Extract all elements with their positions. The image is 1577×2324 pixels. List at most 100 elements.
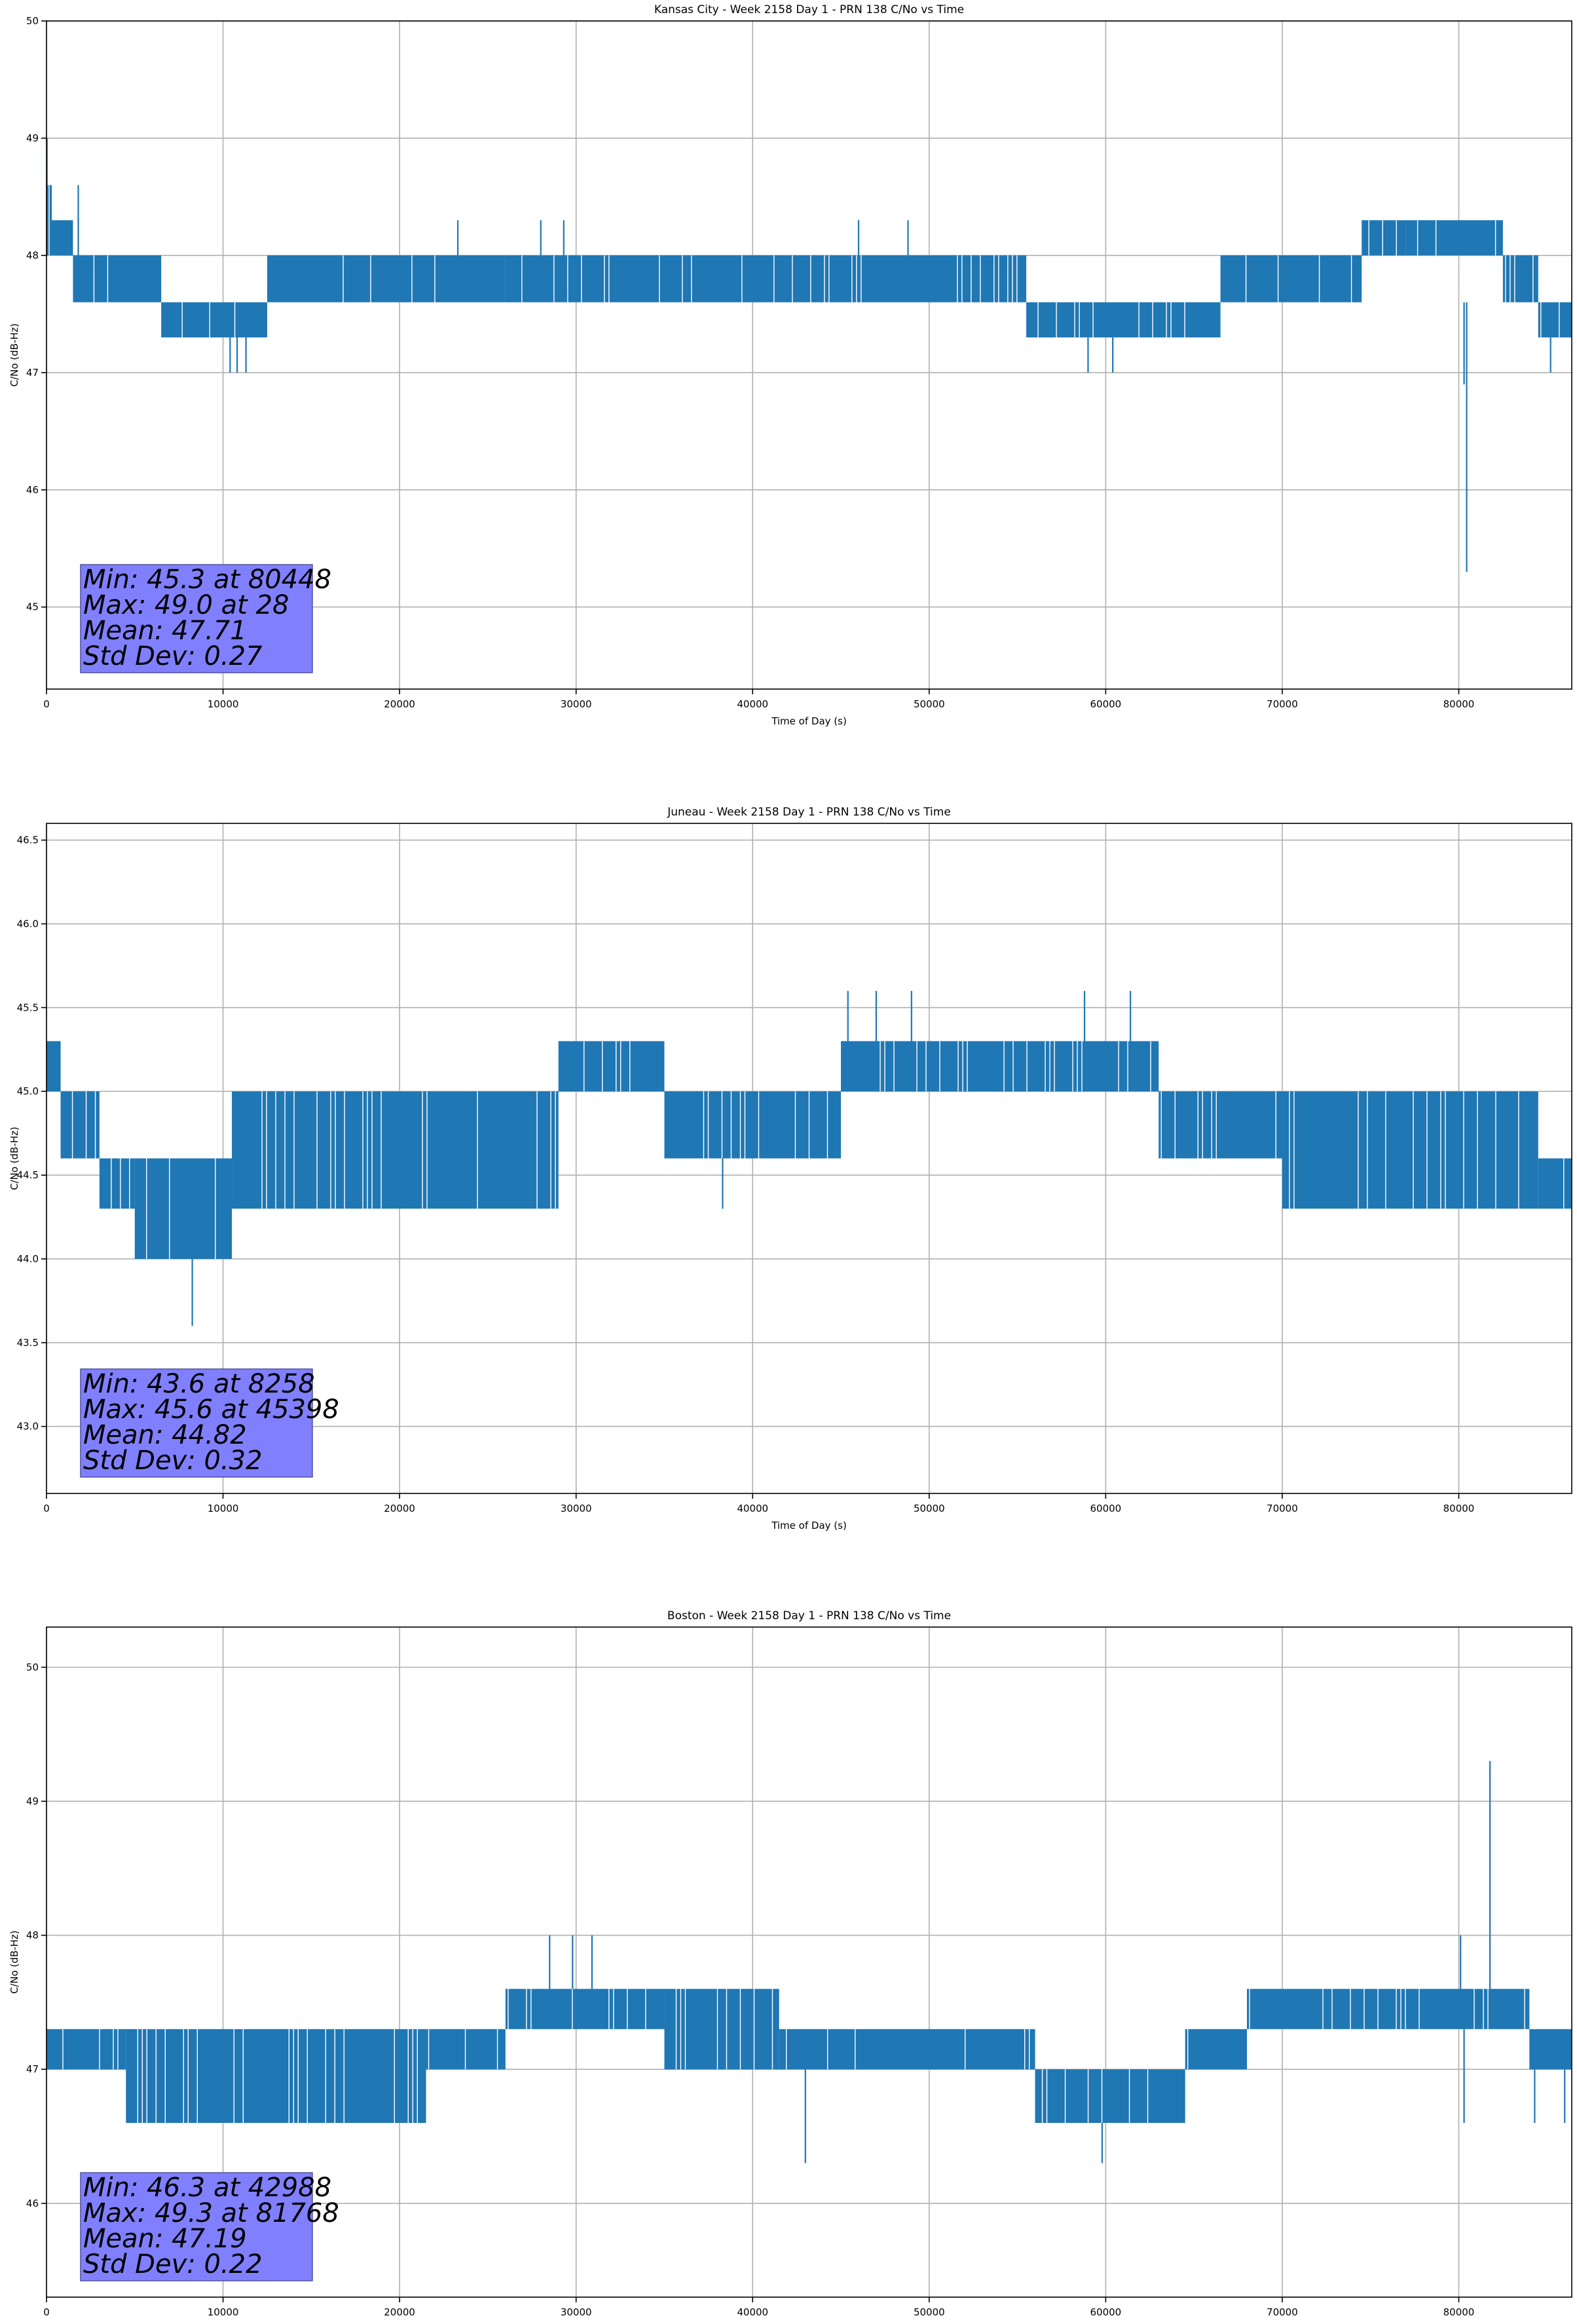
series-1 — [46, 138, 1572, 572]
x-tick-label: 60000 — [1090, 698, 1122, 710]
y-tick-label: 47 — [26, 2063, 39, 2075]
y-axis-label: C/No (dB-Hz) — [9, 324, 20, 387]
y-tick-label: 50 — [26, 1661, 39, 1673]
stats-line: Max: 45.6 at 45398 — [83, 1395, 339, 1425]
x-tick-label: 40000 — [737, 698, 768, 710]
chart-title: Boston - Week 2158 Day 1 - PRN 138 C/No … — [667, 1609, 951, 1622]
x-tick-label: 20000 — [384, 1503, 415, 1514]
y-tick-label: 43.5 — [17, 1337, 39, 1349]
y-tick-label: 46 — [26, 484, 39, 496]
y-tick-label: 45.5 — [17, 1002, 39, 1013]
x-tick-label: 60000 — [1090, 1503, 1122, 1514]
y-tick-label: 45 — [26, 601, 39, 613]
x-tick-label: 20000 — [384, 2306, 415, 2318]
stats-line: Max: 49.3 at 81768 — [83, 2198, 339, 2228]
x-tick-label: 70000 — [1267, 1503, 1298, 1514]
y-tick-label: 48 — [26, 250, 39, 261]
axes-frame — [46, 823, 1572, 1494]
cno-band — [1282, 1091, 1538, 1209]
cno-band — [223, 302, 267, 338]
cno-band — [1026, 302, 1221, 338]
cno-band — [52, 220, 73, 255]
cno-band — [161, 302, 223, 338]
chart-title: Juneau - Week 2158 Day 1 - PRN 138 C/No … — [667, 806, 951, 819]
x-tick-label: 0 — [43, 698, 50, 710]
y-tick-label: 47 — [26, 367, 39, 379]
x-tick-label: 30000 — [561, 2306, 592, 2318]
x-tick-label: 80000 — [1443, 1503, 1475, 1514]
y-tick-label: 43.0 — [17, 1421, 39, 1433]
x-tick-label: 50000 — [914, 1503, 945, 1514]
stats-line: Min: 46.3 at 42988 — [83, 2173, 331, 2203]
cno-band — [73, 255, 162, 303]
x-tick-label: 50000 — [914, 698, 945, 710]
stats-line: Mean: 44.82 — [83, 1420, 247, 1450]
cno-band — [664, 1091, 842, 1159]
y-tick-label: 44.5 — [17, 1169, 39, 1181]
cno-band — [1362, 220, 1406, 255]
series-1 — [46, 1761, 1572, 2164]
cno-band — [126, 2029, 426, 2124]
chart-panel-1: 0 10000 20000 30000 40000 50000 60000 70000 8000… — [9, 3, 1572, 727]
x-tick-label: 40000 — [737, 2306, 768, 2318]
cno-band — [60, 1091, 100, 1159]
x-tick-label: 70000 — [1267, 2306, 1298, 2318]
chart-panel-2: 0 10000 20000 30000 40000 50000 60000 70000 8000… — [9, 806, 1572, 1531]
y-axis-label: C/No (dB-Hz) — [9, 1930, 20, 1994]
y-tick-label: 46.0 — [17, 918, 39, 929]
cno-band — [1538, 302, 1572, 338]
cno-band — [1529, 2029, 1572, 2070]
x-tick-label: 0 — [43, 2306, 50, 2318]
cno-band — [1185, 2029, 1248, 2070]
y-tick-label: 46 — [26, 2198, 39, 2209]
stats-box — [80, 1368, 313, 1478]
series-1 — [46, 990, 1572, 1326]
cno-band — [1538, 1158, 1572, 1209]
stats-line: Std Dev: 0.27 — [83, 641, 263, 671]
chart-title: Kansas City - Week 2158 Day 1 - PRN 138 … — [654, 3, 964, 16]
cno-band — [1035, 2069, 1185, 2124]
stats-box — [80, 564, 313, 673]
x-tick-label: 10000 — [208, 698, 239, 710]
y-tick-label: 49 — [26, 132, 39, 144]
stats-line: Std Dev: 0.22 — [83, 2249, 263, 2279]
x-tick-label: 50000 — [914, 2306, 945, 2318]
x-tick-label: 40000 — [737, 1503, 768, 1514]
stats-box — [80, 2172, 313, 2281]
stats-line: Std Dev: 0.32 — [83, 1446, 263, 1476]
cno-band — [1159, 1091, 1282, 1159]
cno-band — [1405, 220, 1503, 255]
y-axis-label: C/No (dB-Hz) — [9, 1127, 20, 1190]
cno-band — [1247, 1989, 1530, 2029]
cno-band — [505, 1989, 665, 2029]
y-tick-label: 50 — [26, 15, 39, 27]
cno-band — [134, 1158, 232, 1259]
x-tick-label: 60000 — [1090, 2306, 1122, 2318]
y-tick-label: 48 — [26, 1930, 39, 1941]
y-tick-label: 45.0 — [17, 1085, 39, 1097]
x-tick-label: 30000 — [561, 698, 592, 710]
x-tick-label: 20000 — [384, 698, 415, 710]
stats-line: Min: 43.6 at 8258 — [83, 1369, 315, 1399]
x-tick-label: 80000 — [1443, 2306, 1475, 2318]
chart-panel-3: 0 10000 20000 30000 40000 50000 60000 70000 8000… — [9, 1609, 1572, 2324]
x-tick-label: 10000 — [208, 2306, 239, 2318]
y-tick-label: 44.0 — [17, 1253, 39, 1265]
x-tick-label: 0 — [43, 1503, 50, 1514]
axes-frame — [46, 20, 1572, 690]
x-axis-label: Time of Day (s) — [771, 715, 847, 727]
cno-band — [267, 255, 506, 303]
cno-band — [505, 255, 1027, 303]
stats-line: Mean: 47.71 — [83, 616, 247, 646]
cno-band — [779, 2029, 1035, 2070]
cno-band — [46, 1041, 61, 1092]
x-tick-label: 70000 — [1267, 698, 1298, 710]
x-tick-label: 80000 — [1443, 698, 1475, 710]
cno-band — [841, 1041, 1159, 1092]
x-tick-label: 30000 — [561, 1503, 592, 1514]
cno-band — [232, 1091, 559, 1209]
cno-band — [558, 1041, 665, 1092]
x-axis-label: Time of Day (s) — [771, 1520, 847, 1531]
x-tick-label: 10000 — [208, 1503, 239, 1514]
